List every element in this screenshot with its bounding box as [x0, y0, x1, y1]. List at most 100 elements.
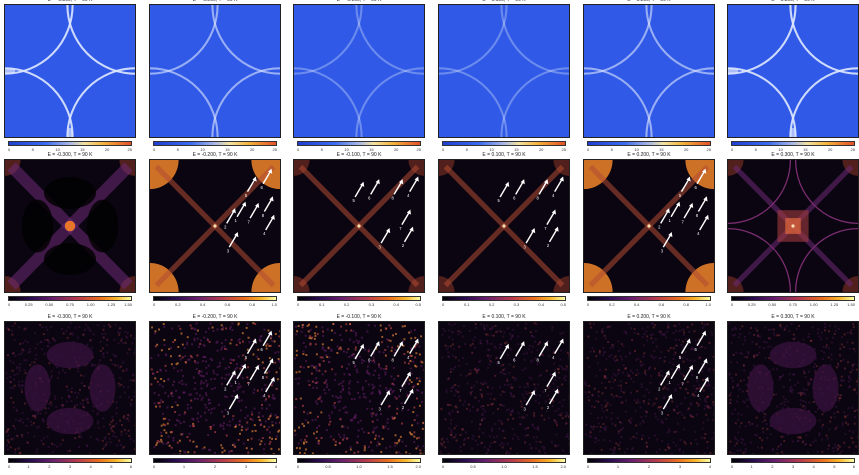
noise-speck [125, 368, 128, 371]
noise-speck [691, 374, 694, 377]
noise-speck [341, 365, 344, 368]
colorbar-tick-label: 20 [683, 147, 689, 152]
noise-speck [794, 383, 797, 386]
noise-speck [501, 446, 504, 449]
noise-speck [604, 429, 607, 432]
noise-speck [812, 440, 815, 443]
noise-speck [180, 332, 183, 335]
noise-speck [73, 406, 76, 409]
noise-speck [368, 361, 370, 364]
noise-speck [692, 394, 695, 397]
noise-speck [825, 346, 828, 349]
map-image [583, 4, 715, 138]
fermi-arc [439, 5, 508, 75]
noise-speck [524, 427, 527, 430]
noise-speck [529, 360, 532, 363]
noise-speck [595, 374, 598, 377]
noise-speck [228, 382, 231, 385]
arrow-label: 4 [407, 193, 410, 198]
noise-speck [490, 442, 493, 445]
noise-speck [611, 422, 614, 425]
noise-speck [422, 421, 424, 424]
noise-speck [407, 408, 410, 411]
noise-speck [354, 416, 357, 419]
noise-speck [199, 342, 202, 345]
noise-speck [818, 335, 821, 338]
noise-speck [356, 371, 359, 374]
noise-speck [224, 338, 227, 341]
noise-speck [535, 394, 538, 397]
arrow-head-icon [703, 196, 708, 202]
noise-speck [635, 424, 638, 427]
contour-arc [794, 227, 858, 292]
map-image [727, 4, 859, 138]
noise-speck [304, 438, 307, 441]
arrow-head-icon [269, 196, 274, 202]
noise-speck [476, 408, 479, 411]
noise-speck [590, 405, 593, 408]
noise-speck [621, 358, 624, 361]
noise-speck [271, 381, 274, 384]
noise-speck [49, 376, 52, 379]
noise-speck [708, 369, 711, 372]
noise-speck [315, 400, 318, 403]
colorbar-tick-label: 25 [706, 147, 711, 152]
noise-speck [792, 373, 795, 376]
noise-speck [484, 410, 487, 413]
noise-speck [196, 329, 199, 332]
noise-speck [510, 386, 513, 389]
noise-speck [530, 447, 533, 450]
noise-speck [834, 446, 837, 449]
arrow-label: 2 [547, 243, 550, 248]
noise-speck [499, 343, 502, 346]
noise-speck [111, 430, 114, 433]
noise-speck [470, 420, 473, 423]
noise-speck [89, 436, 92, 439]
noise-speck [104, 443, 107, 446]
noise-speck [693, 430, 696, 433]
noise-speck [404, 445, 407, 447]
noise-speck [604, 399, 607, 402]
noise-speck [14, 418, 17, 421]
arrow-head-icon [231, 208, 236, 214]
noise-speck [595, 400, 598, 402]
noise-speck [750, 327, 753, 330]
noise-speck [36, 448, 39, 451]
noise-speck [193, 360, 196, 363]
noise-speck [314, 418, 317, 421]
noise-speck [673, 409, 676, 412]
fermi-arc [355, 5, 424, 75]
map-canvas [5, 5, 135, 137]
noise-speck [85, 444, 88, 447]
colorbar-tick-label: 20 [249, 147, 255, 152]
noise-speck [517, 343, 520, 345]
noise-speck [713, 347, 714, 350]
noise-speck [730, 341, 733, 344]
noise-speck [372, 387, 374, 390]
noise-speck [304, 345, 307, 348]
noise-speck [481, 417, 484, 420]
noise-speck [665, 387, 668, 390]
noise-speck [295, 354, 298, 357]
noise-speck [348, 387, 351, 390]
noise-speck [619, 380, 622, 383]
arrow-label: 2 [224, 225, 227, 230]
noise-speck [641, 336, 644, 339]
noise-speck [832, 336, 835, 339]
lobe [24, 364, 51, 412]
noise-speck [459, 446, 462, 448]
noise-speck [817, 332, 819, 335]
noise-speck [410, 337, 413, 340]
noise-speck [605, 409, 608, 412]
noise-speck [258, 411, 261, 414]
noise-speck [686, 391, 689, 394]
noise-speck [605, 377, 608, 379]
noise-speck [682, 340, 684, 343]
noise-speck [127, 386, 130, 389]
noise-speck [184, 411, 187, 414]
noise-speck [604, 426, 607, 429]
noise-speck [322, 360, 325, 363]
noise-speck [121, 424, 123, 426]
noise-speck [595, 437, 597, 440]
noise-speck [763, 326, 766, 329]
